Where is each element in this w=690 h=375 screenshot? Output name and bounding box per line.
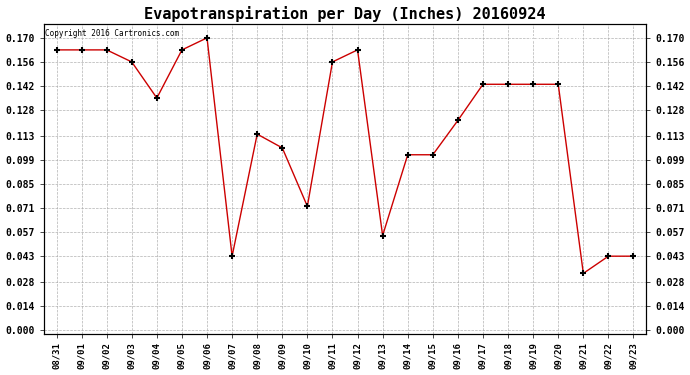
Title: Evapotranspiration per Day (Inches) 20160924: Evapotranspiration per Day (Inches) 2016… <box>144 6 546 21</box>
Text: ET  (Inches): ET (Inches) <box>530 33 595 42</box>
Text: Copyright 2016 Cartronics.com: Copyright 2016 Cartronics.com <box>45 29 179 38</box>
